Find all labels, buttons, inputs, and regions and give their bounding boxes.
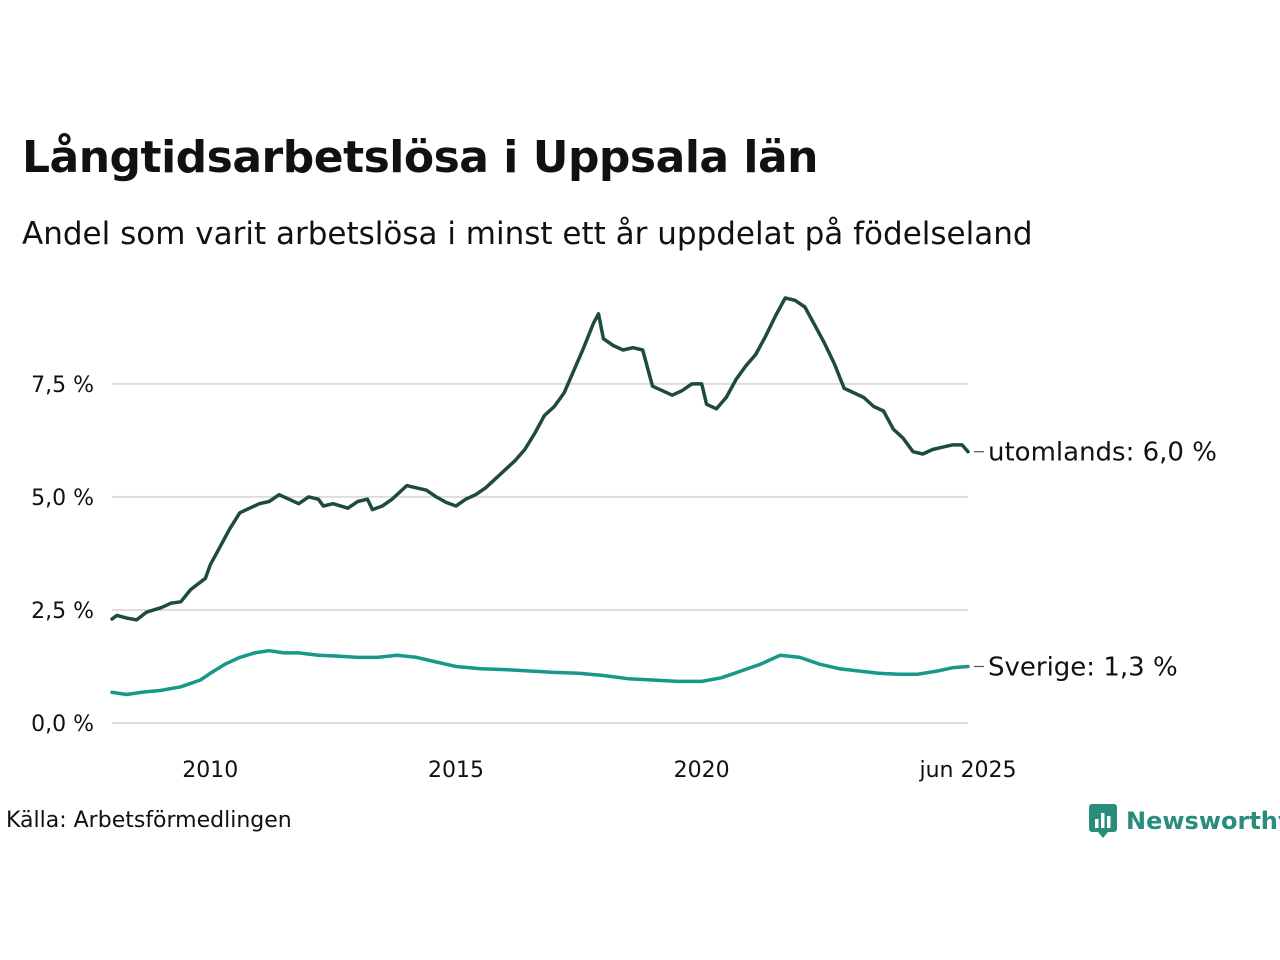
- x-tick-label: 2020: [674, 758, 730, 783]
- x-tick-label: 2015: [428, 758, 484, 783]
- source-note: Källa: Arbetsförmedlingen: [6, 808, 292, 833]
- x-axis-ticks: 2010 2015 2020 jun 2025: [182, 758, 1016, 783]
- end-label-sverige: Sverige: 1,3 %: [988, 652, 1178, 682]
- newsworthy-logo-text: Newsworthy: [1126, 807, 1280, 835]
- gridlines: [112, 382, 968, 724]
- series-lines: [110, 296, 970, 697]
- chart-subtitle: Andel som varit arbetslösa i minst ett å…: [22, 216, 1033, 252]
- series-line-sverige: [110, 648, 970, 697]
- y-tick-label: 5,0 %: [31, 486, 94, 511]
- y-tick-label: 2,5 %: [31, 599, 94, 624]
- series-line-utomlands: [110, 296, 970, 622]
- y-tick-label: 0,0 %: [31, 712, 94, 737]
- newsworthy-logo: Newsworthy: [1088, 803, 1280, 839]
- end-labels: utomlands: 6,0 % Sverige: 1,3 %: [974, 438, 1217, 682]
- x-tick-label: jun 2025: [919, 758, 1017, 783]
- x-tick-label: 2010: [182, 758, 238, 783]
- y-tick-label: 7,5 %: [31, 373, 94, 398]
- newsworthy-logo-icon: [1089, 804, 1117, 838]
- y-axis-ticks: 0,0 % 2,5 % 5,0 % 7,5 %: [31, 373, 94, 737]
- chart-title: Långtidsarbetslösa i Uppsala län: [22, 132, 819, 183]
- end-label-utomlands: utomlands: 6,0 %: [988, 438, 1217, 468]
